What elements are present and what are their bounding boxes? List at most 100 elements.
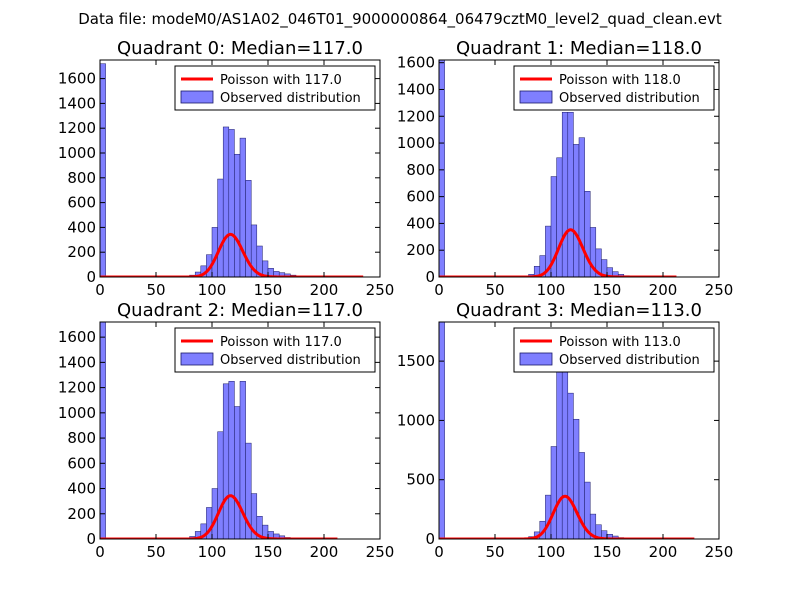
quadrant-1-plot: Quadrant 1: Median=118.0 0 50 100 150 200 250 0… — [397, 38, 734, 299]
y-tick-label: 1000 — [397, 411, 435, 429]
histogram-bar — [561, 111, 569, 277]
x-tick-label: 100 — [198, 281, 227, 299]
y-tick-label: 1200 — [397, 107, 435, 125]
y-tick-label: 400 — [67, 218, 96, 236]
histogram-bar — [100, 63, 106, 277]
axes-frame — [438, 59, 720, 278]
y-tick-label: 500 — [406, 471, 435, 489]
plot-title: Quadrant 1: Median=118.0 — [456, 38, 702, 59]
x-tick-label: 100 — [537, 543, 566, 561]
histogram-bar — [578, 137, 585, 277]
histogram-bar — [573, 418, 580, 539]
y-tick-label: 800 — [67, 429, 96, 447]
histogram-bar — [567, 392, 574, 539]
x-tick-label: 0 — [434, 281, 444, 299]
quadrant-0-plot: Quadrant 0: Median=117.0 0 50 100 150 200 250 0… — [58, 38, 395, 299]
y-tick-label: 1000 — [58, 404, 96, 422]
plot-title: Quadrant 0: Median=117.0 — [117, 38, 363, 59]
y-tick-label: 400 — [67, 480, 96, 498]
x-tick-label: 250 — [705, 281, 734, 299]
histogram-bar — [573, 144, 580, 277]
legend: Poisson with 117.0 Observed distribution — [174, 327, 376, 373]
legend-bar-swatch — [519, 90, 553, 104]
y-tick-label: 800 — [67, 169, 96, 187]
histogram-bar — [439, 322, 445, 539]
x-tick-label: 250 — [705, 543, 734, 561]
y-tick-label: 800 — [406, 161, 435, 179]
legend-bar-swatch — [180, 352, 214, 366]
histogram-bar — [234, 153, 241, 277]
y-tick-label: 600 — [67, 194, 96, 212]
histogram-bar — [217, 431, 224, 539]
histogram-bar — [228, 381, 235, 539]
x-tick-label: 100 — [537, 281, 566, 299]
y-tick-label: 200 — [67, 243, 96, 261]
quadrant-2-plot: Quadrant 2: Median=117.0 0 50 100 150 200 250 0… — [58, 300, 395, 561]
y-tick-label: 1600 — [58, 70, 96, 88]
x-tick-label: 0 — [434, 543, 444, 561]
y-tick-label: 1000 — [397, 134, 435, 152]
x-tick-label: 50 — [146, 543, 165, 561]
legend-line-label: Poisson with 118.0 — [559, 73, 681, 88]
axes-frame — [99, 321, 381, 540]
x-tick-label: 150 — [593, 543, 622, 561]
poisson-line — [100, 232, 365, 277]
x-tick-label: 150 — [254, 281, 283, 299]
histogram-bar — [567, 111, 574, 277]
histogram-bar — [222, 126, 230, 277]
y-tick-label: 1600 — [58, 328, 96, 346]
plot-area — [439, 60, 678, 277]
y-tick-label: 600 — [67, 454, 96, 472]
legend-line-label: Poisson with 117.0 — [220, 73, 342, 88]
y-tick-label: 1400 — [58, 353, 96, 371]
legend: Poisson with 117.0 Observed distribution — [174, 65, 376, 111]
histogram-bar — [228, 129, 235, 277]
x-tick-label: 50 — [485, 281, 504, 299]
x-tick-label: 50 — [146, 281, 165, 299]
y-tick-label: 200 — [67, 505, 96, 523]
x-tick-label: 50 — [485, 543, 504, 561]
histogram-bar — [217, 178, 224, 277]
histogram-bar — [556, 356, 563, 539]
x-tick-label: 200 — [310, 281, 339, 299]
x-tick-label: 0 — [95, 281, 105, 299]
histogram-bar — [550, 446, 557, 539]
y-tick-label: 0 — [86, 268, 96, 286]
histogram-bar — [234, 406, 241, 539]
quadrant-3-plot: Quadrant 3: Median=113.0 0 50 100 150 200 250 0… — [397, 300, 734, 561]
legend-bar-label: Observed distribution — [559, 91, 700, 106]
axes-frame — [99, 59, 381, 278]
y-tick-label: 1200 — [58, 379, 96, 397]
x-tick-label: 150 — [593, 281, 622, 299]
legend: Poisson with 113.0 Observed distribution — [513, 327, 715, 373]
y-tick-label: 600 — [406, 188, 435, 206]
plot-area — [100, 322, 339, 539]
poisson-line — [439, 494, 696, 539]
y-tick-label: 1200 — [58, 119, 96, 137]
legend-bar-label: Observed distribution — [220, 91, 361, 106]
y-tick-label: 1400 — [58, 94, 96, 112]
x-tick-label: 250 — [366, 281, 395, 299]
histogram-bar — [100, 322, 106, 539]
legend-line-label: Poisson with 117.0 — [220, 335, 342, 350]
y-tick-label: 200 — [406, 241, 435, 259]
legend-bar-label: Observed distribution — [559, 353, 700, 368]
x-tick-label: 0 — [95, 543, 105, 561]
y-tick-label: 1400 — [397, 80, 435, 98]
y-tick-label: 1000 — [58, 144, 96, 162]
y-tick-label: 1500 — [397, 352, 435, 370]
poisson-line — [100, 494, 339, 539]
legend-bar-label: Observed distribution — [220, 353, 361, 368]
legend-bar-swatch — [519, 352, 553, 366]
x-tick-label: 100 — [198, 543, 227, 561]
x-tick-label: 250 — [366, 543, 395, 561]
legend: Poisson with 118.0 Observed distribution — [513, 65, 715, 111]
x-tick-label: 150 — [254, 543, 283, 561]
legend-line-label: Poisson with 113.0 — [559, 335, 681, 350]
axes-frame — [438, 321, 720, 540]
plot-title: Quadrant 2: Median=117.0 — [117, 300, 363, 321]
plot-title: Quadrant 3: Median=113.0 — [456, 300, 702, 321]
histogram-bar — [222, 383, 230, 539]
poisson-line — [439, 228, 678, 277]
